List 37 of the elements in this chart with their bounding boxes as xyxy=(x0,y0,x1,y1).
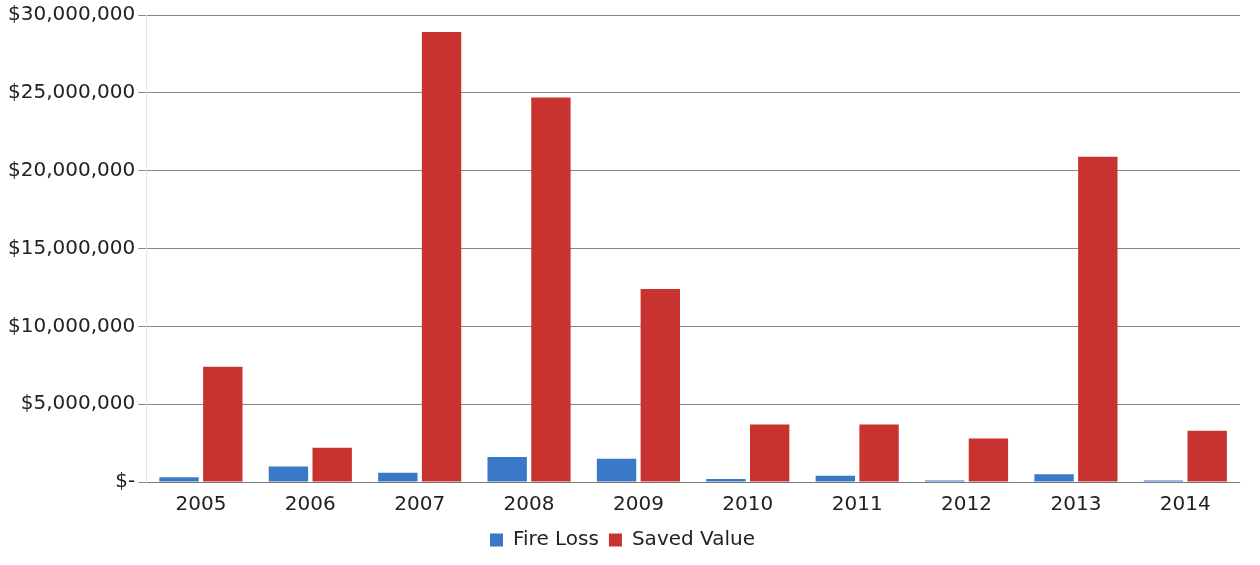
x-tick-label: 2012 xyxy=(941,491,993,516)
bar xyxy=(596,458,637,482)
x-tick-label: 2009 xyxy=(612,491,664,516)
bar xyxy=(1034,474,1074,482)
bar xyxy=(487,457,527,482)
bar xyxy=(859,424,899,482)
bar xyxy=(268,466,309,482)
y-tick-label: $20,000,000 xyxy=(7,156,136,181)
x-tick-label: 2014 xyxy=(1159,491,1211,516)
x-tick-label: 2011 xyxy=(831,491,883,516)
bar xyxy=(706,478,746,482)
bar xyxy=(749,424,790,482)
x-tick-label: 2010 xyxy=(722,491,774,516)
bar xyxy=(203,366,243,482)
x-tick-label: 2006 xyxy=(284,491,336,516)
legend-label: Fire Loss xyxy=(513,526,599,551)
bar xyxy=(1078,156,1118,482)
y-tick-label: $30,000,000 xyxy=(7,1,136,26)
bar xyxy=(1187,430,1227,482)
x-tick-label: 2008 xyxy=(503,491,555,516)
bar xyxy=(421,32,462,482)
y-tick-label: $5,000,000 xyxy=(20,390,136,415)
y-tick-label: $10,000,000 xyxy=(7,312,136,337)
x-tick-label: 2005 xyxy=(175,491,227,516)
x-tick-label: 2007 xyxy=(394,491,446,516)
bar xyxy=(531,97,571,482)
bar xyxy=(968,438,1009,482)
y-tick-label: $15,000,000 xyxy=(7,234,136,259)
bar xyxy=(815,475,855,482)
bar xyxy=(312,447,352,482)
bar xyxy=(159,477,199,482)
x-tick-label: 2013 xyxy=(1050,491,1102,516)
y-tick-label: $- xyxy=(115,468,136,493)
bar xyxy=(378,472,418,482)
bar xyxy=(640,288,680,482)
legend-label: Saved Value xyxy=(631,526,755,551)
y-tick-label: $25,000,000 xyxy=(7,79,136,104)
